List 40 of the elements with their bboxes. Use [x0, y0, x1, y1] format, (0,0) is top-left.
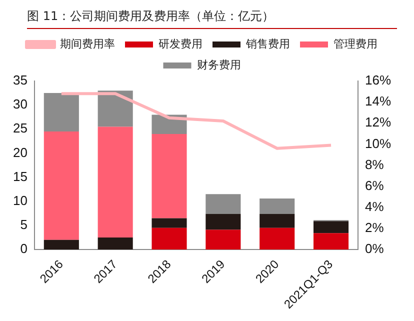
bar	[152, 228, 187, 250]
bar	[44, 240, 79, 250]
bar	[260, 198, 295, 214]
bar	[98, 237, 133, 250]
bar	[152, 218, 187, 228]
y-tick-label: 35	[12, 72, 28, 88]
bar	[206, 194, 241, 214]
y2-tick-label: 6%	[364, 178, 384, 193]
y-tick-label: 20	[12, 144, 28, 160]
legend-label: 研发费用	[158, 37, 202, 50]
y2-tick-label: 16%	[364, 72, 392, 88]
bar	[260, 214, 295, 228]
y2-tick-label: 10%	[364, 136, 392, 151]
bar	[313, 221, 349, 234]
bar	[98, 126, 133, 238]
bar	[313, 233, 349, 250]
bar	[206, 230, 241, 250]
bar	[260, 228, 295, 250]
bar	[206, 214, 241, 230]
chart-title: 图 11：公司期间费用及费用率（单位：亿元）	[27, 8, 397, 29]
y2-tick-label: 8%	[364, 156, 384, 172]
y2-tick-label: 14%	[364, 94, 392, 109]
y2-tick-label: 0%	[364, 241, 384, 256]
bar	[44, 132, 79, 240]
legend-label: 财务费用	[196, 58, 241, 72]
y-tick-label: 15	[12, 168, 28, 184]
y-tick-label: 30	[12, 96, 28, 112]
y-tick-label: 25	[12, 120, 28, 136]
y2-tick-label: 2%	[364, 220, 384, 235]
legend-label: 管理费用	[334, 37, 378, 50]
y2-tick-label: 12%	[364, 114, 392, 130]
bar	[152, 134, 187, 218]
legend-label: 期间费用率	[60, 37, 115, 50]
y-tick-label: 10	[12, 192, 28, 208]
y-tick-label: 0	[20, 241, 28, 256]
bar	[44, 93, 79, 132]
legend-label: 销售费用	[245, 37, 290, 50]
y-tick-label: 5	[20, 216, 28, 232]
bar	[98, 90, 133, 127]
y2-tick-label: 4%	[364, 198, 384, 214]
